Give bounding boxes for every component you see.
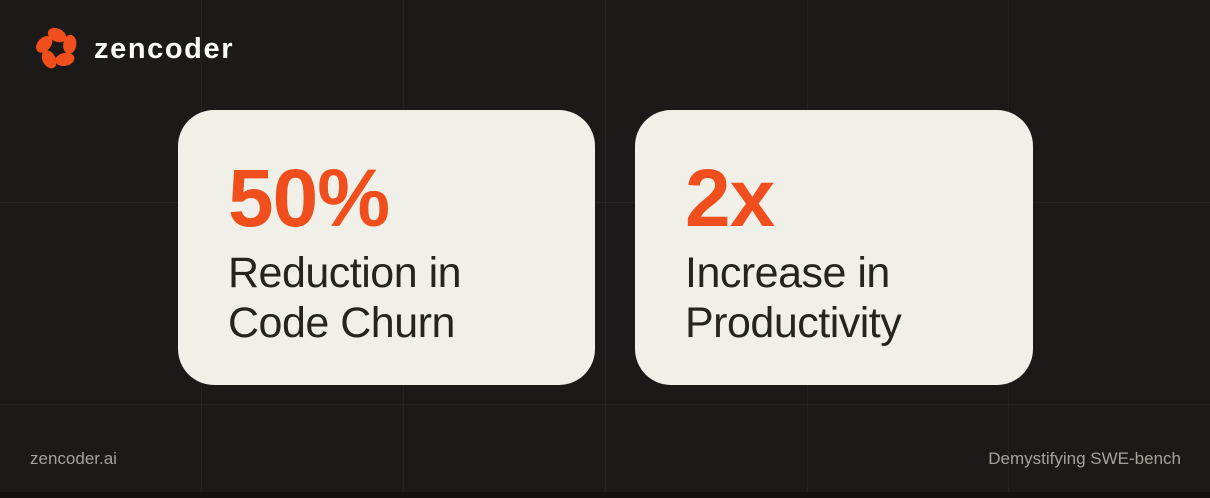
slide-bottom-edge: [0, 492, 1210, 498]
stat-card-code-churn: 50% Reduction in Code Churn: [178, 110, 595, 385]
grid-line: [605, 0, 606, 498]
brand-logo: zencoder: [32, 25, 234, 72]
grid-line: [0, 404, 1210, 405]
stat-value: 50%: [228, 153, 390, 244]
footer-slide-title: Demystifying SWE-bench: [988, 449, 1181, 468]
stat-label: Increase in Productivity: [685, 249, 902, 347]
stat-label: Reduction in Code Churn: [228, 249, 462, 347]
stat-value: 2x: [685, 153, 775, 244]
zencoder-flower-icon: [36, 27, 77, 69]
stat-card-productivity: 2x Increase in Productivity: [635, 110, 1033, 385]
grid-line: [0, 202, 1210, 203]
footer-site-url: zencoder.ai: [30, 449, 117, 468]
brand-wordmark: zencoder: [94, 33, 235, 65]
